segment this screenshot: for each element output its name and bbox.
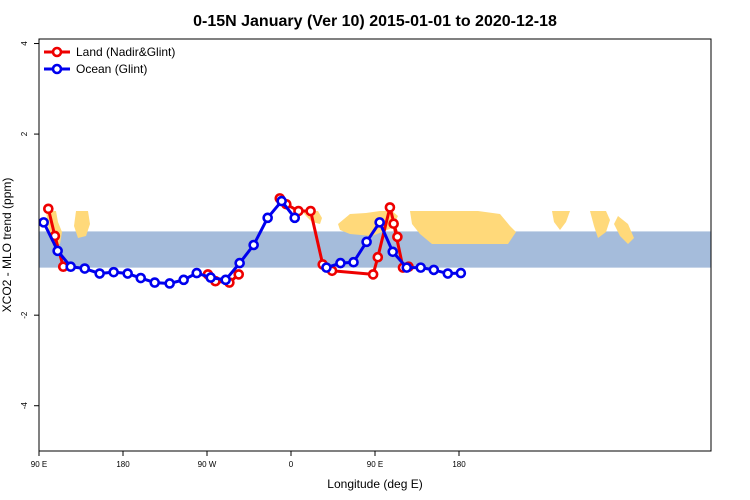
series-0-point-2-6	[367, 269, 379, 280]
series-1	[39, 195, 467, 289]
series-1-point-1-3	[361, 236, 372, 248]
y-tick-label-3: -4	[20, 402, 29, 410]
series-1-point-0-2	[65, 261, 77, 273]
series-1-point-0-14	[234, 257, 245, 269]
series-1-point-1-8	[428, 264, 440, 276]
legend-land-label: Land (Nadir&Glint)	[76, 45, 175, 59]
series-1-point-0-17	[276, 195, 287, 207]
series-1-point-1-7	[415, 262, 427, 273]
x-tick-label-5: 180	[452, 460, 466, 469]
y-tick-label-0: 4	[20, 41, 29, 46]
series-1-point-1-6	[401, 262, 413, 273]
series-1-point-1-10	[455, 267, 467, 279]
series-1-point-0-3	[79, 263, 91, 274]
series-layer	[39, 193, 467, 289]
series-1-point-0-11	[191, 267, 203, 279]
series-1-point-0-18	[289, 212, 301, 224]
series-1-point-0-4	[94, 268, 105, 279]
series-1-point-0-8	[149, 277, 161, 288]
x-tick-label-0: 90 E	[31, 460, 47, 469]
legend-land-marker	[51, 46, 63, 58]
x-tick-label-2: 90 W	[198, 460, 217, 469]
series-1-point-1-4	[374, 217, 385, 228]
legend: Land (Nadir&Glint) Ocean (Glint)	[44, 45, 175, 76]
series-1-point-0-16	[262, 212, 273, 224]
series-0-point-0-0	[43, 203, 54, 215]
land-indochina	[590, 211, 610, 238]
series-1-point-1-1	[335, 257, 346, 269]
land-north-africa	[410, 211, 516, 244]
series-0-point-2-9	[392, 231, 403, 243]
series-1-point-1-9	[442, 268, 454, 279]
x-axis-label: Longitude (deg E)	[327, 477, 422, 491]
series-1-point-0-13	[220, 274, 231, 286]
series-0-point-2-8	[384, 202, 396, 213]
series-0-point-1-3	[233, 269, 245, 280]
series-0-point-2-7	[372, 251, 384, 263]
series-0-point-3-0	[388, 218, 399, 230]
x-tick-label-4: 90 E	[367, 460, 383, 469]
plot-area	[39, 193, 711, 289]
x-tick-label-1: 180	[116, 460, 130, 469]
chart-title: 0-15N January (Ver 10) 2015-01-01 to 202…	[193, 13, 557, 30]
land-sumatra	[614, 216, 634, 244]
series-1-point-0-1	[52, 245, 63, 257]
x-tick-label-3: 0	[289, 460, 294, 469]
series-0-point-2-3	[305, 205, 316, 217]
series-1-point-0-9	[164, 278, 175, 289]
land-india	[552, 211, 570, 230]
series-1-point-0-7	[135, 272, 147, 284]
land-borneo	[74, 211, 90, 238]
series-1-point-1-0	[321, 262, 332, 273]
series-1-point-0-0	[39, 217, 49, 228]
x-axis: 90 E 180 90 W 0 90 E 180	[31, 451, 466, 469]
series-1-point-0-5	[108, 266, 119, 278]
land-masses	[46, 211, 634, 244]
legend-ocean-marker	[51, 63, 63, 75]
legend-ocean-label: Ocean (Glint)	[76, 62, 147, 76]
y-tick-label-2: -2	[20, 311, 29, 319]
series-1-point-0-12	[205, 272, 217, 283]
series-1-point-1-5	[387, 246, 399, 258]
y-tick-label-1: 2	[20, 131, 29, 136]
series-1-point-0-15	[248, 239, 259, 251]
y-axis: 4 2 -2 -4	[20, 41, 39, 410]
series-1-point-1-2	[348, 256, 359, 268]
series-1-point-0-10	[178, 274, 189, 286]
y-axis-label: XCO2 - MLO trend (ppm)	[0, 178, 14, 313]
series-1-point-0-6	[122, 268, 133, 279]
